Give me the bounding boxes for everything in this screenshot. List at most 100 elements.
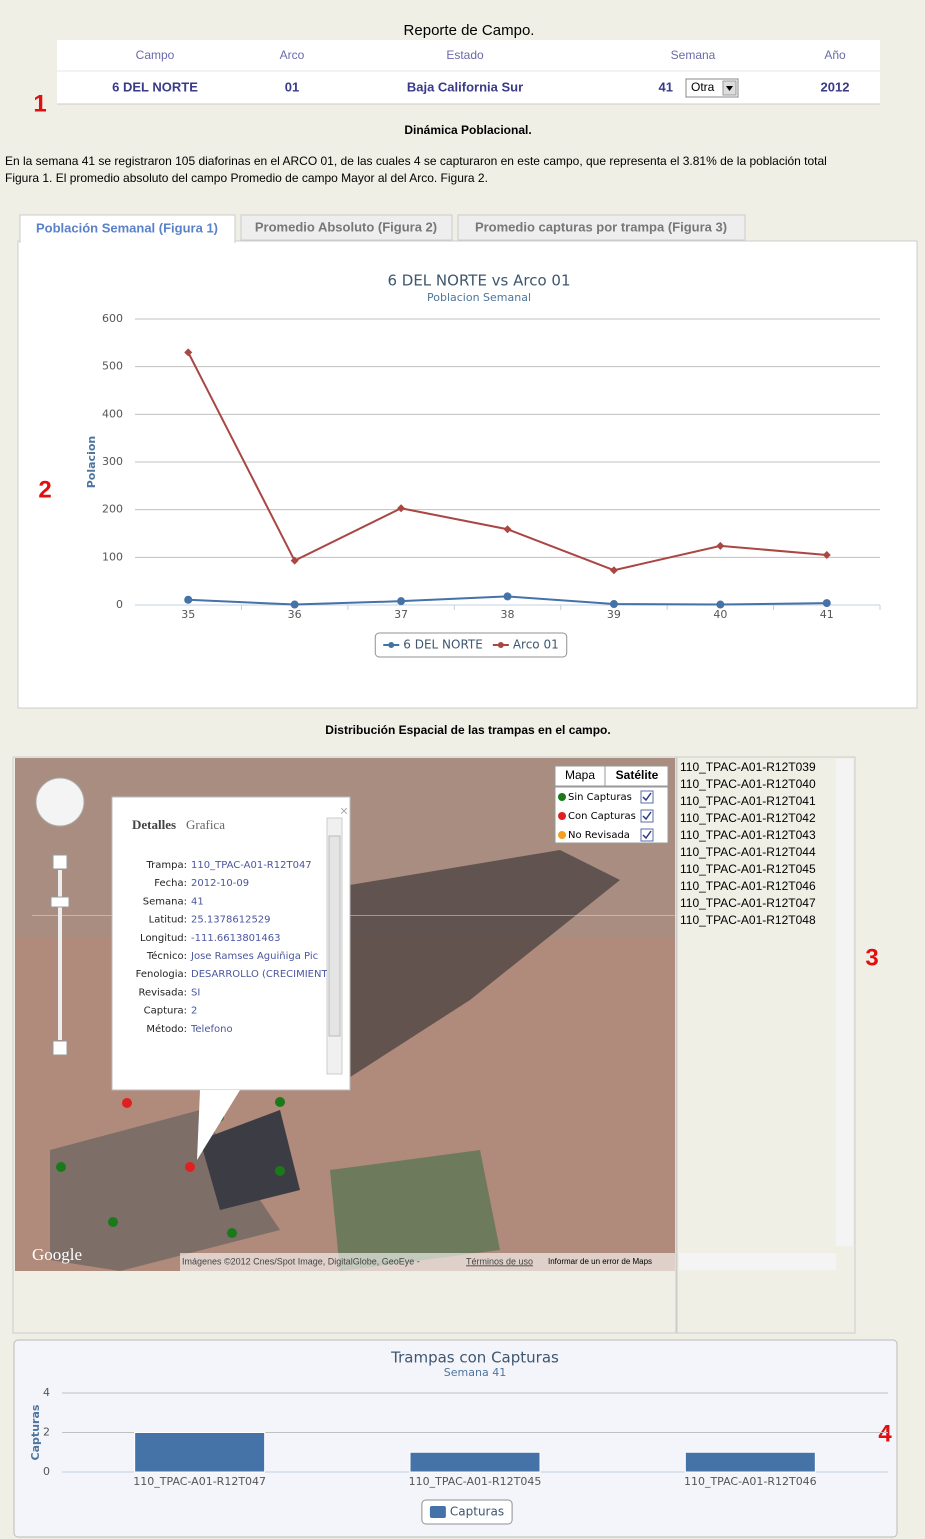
detail-value: SI	[191, 987, 200, 998]
zoom-in[interactable]	[53, 855, 67, 869]
detail-value: 2	[191, 1006, 197, 1017]
checkbox[interactable]	[641, 810, 653, 822]
checkbox[interactable]	[641, 791, 653, 803]
detail-label: Latitud:	[149, 915, 187, 926]
trap-marker[interactable]	[275, 1166, 285, 1176]
popup-tab[interactable]: Detalles	[132, 817, 176, 832]
detail-value: 41	[191, 896, 204, 907]
chart-subtitle: Semana 41	[444, 1366, 506, 1379]
column-header: Año	[824, 48, 846, 62]
x-tick-label: 39	[607, 608, 621, 621]
trap-item[interactable]: 110_TPAC-A01-R12T039	[680, 760, 816, 774]
scrollbar[interactable]	[679, 1253, 836, 1270]
section-title: Dinámica Poblacional.	[404, 123, 531, 137]
detail-label: Trampa:	[146, 860, 187, 871]
trap-item[interactable]: 110_TPAC-A01-R12T044	[680, 845, 816, 859]
legend-label: Sin Capturas	[568, 792, 632, 803]
x-tick-label: 41	[820, 608, 834, 621]
point	[184, 596, 192, 604]
cell: 01	[285, 79, 299, 94]
zoom-handle[interactable]	[51, 897, 69, 907]
scrollbar[interactable]	[836, 759, 853, 1246]
y-tick-label: 4	[43, 1386, 50, 1399]
detail-value: 110_TPAC-A01-R12T047	[191, 860, 312, 871]
chart-subtitle: Poblacion Semanal	[427, 291, 531, 304]
detail-value: 2012-10-09	[191, 878, 249, 889]
annotation: 4	[878, 1420, 892, 1447]
y-tick-label: 0	[43, 1465, 50, 1478]
scroll-thumb[interactable]	[329, 836, 340, 1036]
trap-item[interactable]: 110_TPAC-A01-R12T041	[680, 794, 816, 808]
y-axis-title: Capturas	[29, 1404, 42, 1460]
x-tick-label: 110_TPAC-A01-R12T045	[409, 1475, 542, 1488]
popup-tab[interactable]: Grafica	[186, 817, 225, 832]
detail-value: -111.6613801463	[191, 933, 281, 944]
detail-label: Revisada:	[138, 987, 187, 998]
section-title: Distribución Espacial de las trampas en …	[325, 723, 610, 737]
cell: Baja California Sur	[407, 79, 523, 94]
trap-item[interactable]: 110_TPAC-A01-R12T048	[680, 913, 816, 927]
map-logo: Google	[32, 1245, 82, 1264]
cell: 2012	[821, 79, 850, 94]
chart-title: Trampas con Capturas	[390, 1349, 559, 1367]
trap-marker[interactable]	[275, 1097, 285, 1107]
y-tick-label: 600	[102, 312, 123, 325]
detail-label: Técnico:	[146, 950, 187, 962]
trap-list[interactable]	[677, 757, 855, 1333]
detail-label: Captura:	[144, 1006, 187, 1017]
detail-label: Fenologia:	[136, 969, 187, 980]
annotation: 3	[865, 944, 878, 971]
trap-item[interactable]: 110_TPAC-A01-R12T046	[680, 879, 816, 893]
legend-label: 6 DEL NORTE	[403, 638, 483, 652]
y-tick-label: 100	[102, 550, 123, 563]
detail-label: Semana:	[143, 896, 187, 907]
x-tick-label: 40	[713, 608, 727, 621]
trap-item[interactable]: 110_TPAC-A01-R12T043	[680, 828, 816, 842]
checkbox[interactable]	[641, 829, 653, 841]
legend-label: Capturas	[450, 1505, 504, 1519]
cell: 41	[659, 79, 673, 94]
page: Reporte de Campo. Campo Arco Estado Sema…	[0, 0, 925, 1539]
tab-label: Promedio Absoluto (Figura 2)	[255, 219, 437, 234]
bar	[135, 1433, 265, 1473]
map-type-button[interactable]: Mapa	[565, 768, 595, 782]
y-tick-label: 200	[102, 503, 123, 516]
map-type-button[interactable]: Satélite	[616, 768, 659, 782]
zoom-out[interactable]	[53, 1041, 67, 1055]
paragraph-line: Figura 1. El promedio absoluto del campo…	[5, 171, 488, 185]
terms-link[interactable]: Términos de uso	[466, 1256, 533, 1266]
detail-value: Telefono	[190, 1024, 233, 1035]
y-tick-label: 500	[102, 360, 123, 373]
cell: 6 DEL NORTE	[112, 79, 198, 94]
trap-marker[interactable]	[122, 1098, 132, 1108]
trap-item[interactable]: 110_TPAC-A01-R12T040	[680, 777, 816, 791]
trap-marker[interactable]	[227, 1228, 237, 1238]
trap-item[interactable]: 110_TPAC-A01-R12T042	[680, 811, 816, 825]
column-header: Arco	[280, 48, 305, 62]
column-header: Estado	[446, 48, 484, 62]
trap-marker[interactable]	[108, 1217, 118, 1227]
y-tick-label: 400	[102, 407, 123, 420]
map-field	[330, 1150, 500, 1271]
close-icon[interactable]: ×	[340, 803, 348, 819]
trap-marker[interactable]	[185, 1162, 195, 1172]
legend-marker	[388, 642, 394, 648]
legend-label: No Revisada	[568, 830, 630, 841]
report-link[interactable]: Informar de un error de Maps	[548, 1257, 652, 1266]
point	[504, 592, 512, 600]
legend-symbol	[430, 1506, 446, 1518]
legend-dot	[558, 831, 566, 839]
tab-label: Población Semanal (Figura 1)	[36, 220, 218, 235]
detail-label: Longitud:	[140, 933, 187, 944]
column-header: Campo	[136, 48, 175, 62]
trap-marker[interactable]	[56, 1162, 66, 1172]
x-tick-label: 110_TPAC-A01-R12T046	[684, 1475, 817, 1488]
trap-item[interactable]: 110_TPAC-A01-R12T047	[680, 896, 816, 910]
pan-control[interactable]	[36, 778, 84, 826]
column-header: Semana	[671, 48, 716, 62]
tab-join	[21, 240, 234, 243]
annotation: 2	[38, 476, 51, 503]
detail-value: 25.1378612529	[191, 915, 271, 926]
point	[291, 601, 299, 609]
trap-item[interactable]: 110_TPAC-A01-R12T045	[680, 862, 816, 876]
